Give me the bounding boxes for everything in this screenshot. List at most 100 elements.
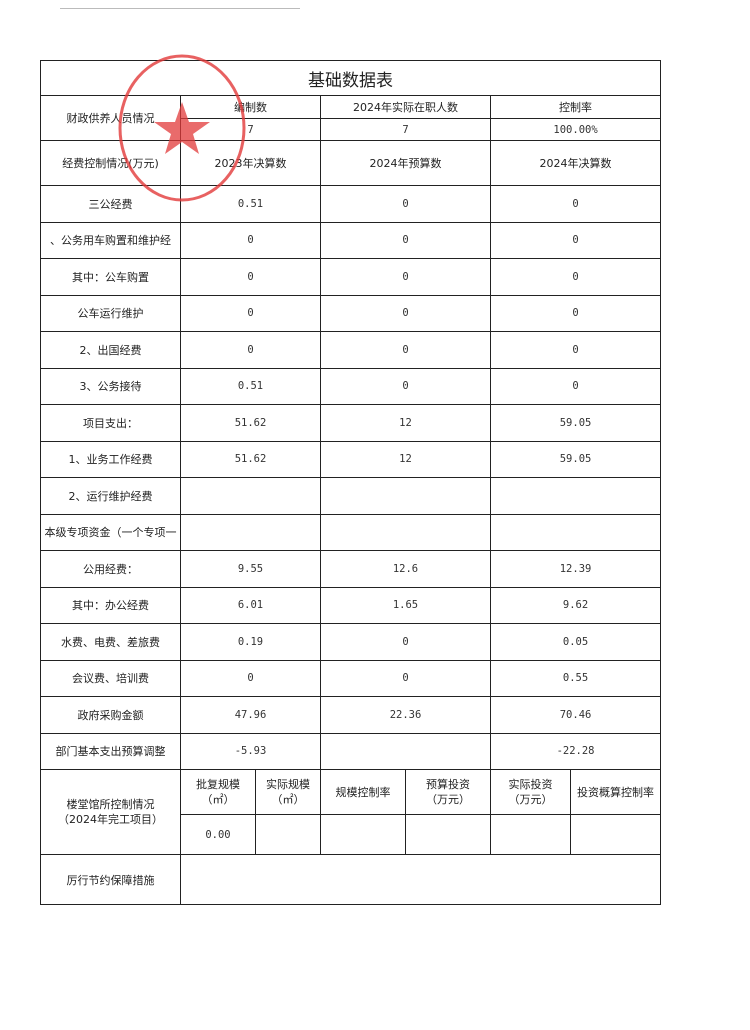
expense-row: 会议费、培训费 0 0 0.55 — [40, 659, 662, 697]
staffing-value: 7 — [180, 118, 321, 141]
expense-header: 2024年预算数 — [320, 140, 491, 186]
buildings-header: 实际规模 （㎡） — [255, 769, 321, 815]
expense-header: 2024年决算数 — [489, 140, 662, 186]
header-unit: （㎡） — [201, 793, 235, 806]
expense-row-label: 公用经费： — [40, 550, 181, 588]
expense-row-value: 0 — [320, 623, 491, 661]
header-unit: （万元） — [426, 793, 470, 806]
expense-row: 3、公务接待 0.51 0 0 — [40, 367, 662, 405]
staffing-header: 2024年实际在职人数 — [320, 95, 491, 119]
expense-row-value — [320, 513, 491, 551]
buildings-value — [255, 814, 321, 855]
expense-row: 其中：公车购置 0 0 0 — [40, 258, 662, 296]
expense-row-value: 9.62 — [489, 586, 662, 624]
expense-row-value: 51.62 — [180, 440, 321, 478]
expense-row-value — [320, 477, 491, 515]
expense-row-value: 0.51 — [180, 185, 321, 223]
buildings-value — [569, 814, 662, 855]
measures-label: 厉行节约保障措施 — [40, 854, 181, 905]
basic-data-table: 基础数据表 财政供养人员情况 编制数 2024年实际在职人数 控制率 7 7 1… — [39, 60, 662, 905]
header-line: 预算投资 — [426, 778, 470, 791]
expense-row-value: 0 — [489, 294, 662, 332]
header-unit: （㎡） — [271, 793, 305, 806]
expense-row-value: 12.6 — [320, 550, 491, 588]
expense-row-value: 1.65 — [320, 586, 491, 624]
buildings-header: 规模控制率 — [320, 769, 406, 815]
expense-label: 经费控制情况(万元) — [40, 140, 181, 186]
expense-row-value: 6.01 — [180, 586, 321, 624]
expense-row: 2、运行维护经费 — [40, 477, 662, 515]
expense-row-label: 公车运行维护 — [40, 294, 181, 332]
expense-header: 2023年决算数 — [180, 140, 321, 186]
header-line: 实际投资 — [508, 778, 553, 791]
expense-row-label: 三公经费 — [40, 185, 181, 223]
expense-row-value: 0 — [320, 221, 491, 259]
expense-row-label: 3、公务接待 — [40, 367, 181, 405]
buildings-value — [490, 814, 571, 855]
staffing-header: 控制率 — [489, 95, 662, 119]
expense-row-label: 其中：公车购置 — [40, 258, 181, 296]
header-line: 规模控制率 — [335, 785, 391, 799]
expense-row-label: 本级专项资金（一个专项一 — [40, 513, 181, 551]
scan-artifact-line — [60, 8, 300, 9]
expense-row-value: 0 — [320, 331, 491, 369]
expense-row: 公车运行维护 0 0 0 — [40, 294, 662, 332]
expense-row-label: 、公务用车购置和维护经 — [40, 221, 181, 259]
header-line: 投资概算控制率 — [577, 785, 655, 799]
expense-row-label: 政府采购金额 — [40, 696, 181, 734]
expense-row-value: 70.46 — [489, 696, 662, 734]
buildings-label-line2: （2024年完工项目） — [58, 813, 163, 826]
expense-row-value: 12 — [320, 404, 491, 442]
expense-row-value: 0 — [320, 258, 491, 296]
staffing-header: 编制数 — [180, 95, 321, 119]
buildings-label-line1: 楼堂馆所控制情况 — [66, 798, 155, 811]
expense-row-value: 12.39 — [489, 550, 662, 588]
expense-row-value: 0 — [180, 258, 321, 296]
expense-row-value — [180, 513, 321, 551]
expense-row-value: -5.93 — [180, 732, 321, 770]
expense-row-label: 部门基本支出预算调整 — [40, 732, 181, 770]
expense-row-value — [489, 477, 662, 515]
header-unit: （万元） — [508, 793, 553, 806]
staffing-label: 财政供养人员情况 — [40, 95, 181, 141]
staffing-value: 7 — [320, 118, 491, 141]
expense-row-value: 0 — [180, 331, 321, 369]
expense-row-value: 51.62 — [180, 404, 321, 442]
expense-row-value: 22.36 — [320, 696, 491, 734]
expense-row-value: 0 — [489, 258, 662, 296]
expense-row-value: 47.96 — [180, 696, 321, 734]
expense-row-value: 0 — [489, 367, 662, 405]
expense-row-value: 0 — [320, 367, 491, 405]
expense-row: 本级专项资金（一个专项一 — [40, 513, 662, 551]
buildings-value — [405, 814, 491, 855]
buildings-header: 实际投资 （万元） — [490, 769, 571, 815]
expense-row: 公用经费： 9.55 12.6 12.39 — [40, 550, 662, 588]
expense-row-label: 1、业务工作经费 — [40, 440, 181, 478]
expense-row-value — [180, 477, 321, 515]
expense-row: 部门基本支出预算调整 -5.93 -22.28 — [40, 732, 662, 770]
buildings-header: 预算投资 （万元） — [405, 769, 491, 815]
buildings-value — [320, 814, 406, 855]
expense-row-value: 0 — [489, 185, 662, 223]
expense-row: 政府采购金额 47.96 22.36 70.46 — [40, 696, 662, 734]
expense-row-value: 59.05 — [489, 404, 662, 442]
expense-row-value: 0.55 — [489, 659, 662, 697]
expense-row-value: 0 — [489, 331, 662, 369]
expense-row-label: 2、运行维护经费 — [40, 477, 181, 515]
expense-row: 三公经费 0.51 0 0 — [40, 185, 662, 223]
expense-row-label: 2、出国经费 — [40, 331, 181, 369]
buildings-header: 批复规模 （㎡） — [180, 769, 256, 815]
expense-row-value: 12 — [320, 440, 491, 478]
expense-row: 2、出国经费 0 0 0 — [40, 331, 662, 369]
table-title: 基础数据表 — [39, 60, 662, 96]
measures-value — [179, 854, 662, 905]
expense-row-value — [320, 732, 491, 770]
expense-row: 其中：办公经费 6.01 1.65 9.62 — [40, 586, 662, 624]
buildings-label: 楼堂馆所控制情况 （2024年完工项目） — [40, 769, 181, 855]
expense-row-value: 0 — [320, 294, 491, 332]
expense-row-value — [489, 513, 662, 551]
expense-row-label: 其中：办公经费 — [40, 586, 181, 624]
expense-row: 、公务用车购置和维护经 0 0 0 — [40, 221, 662, 259]
expense-row-value: 0 — [489, 221, 662, 259]
header-line: 批复规模 — [196, 778, 240, 791]
